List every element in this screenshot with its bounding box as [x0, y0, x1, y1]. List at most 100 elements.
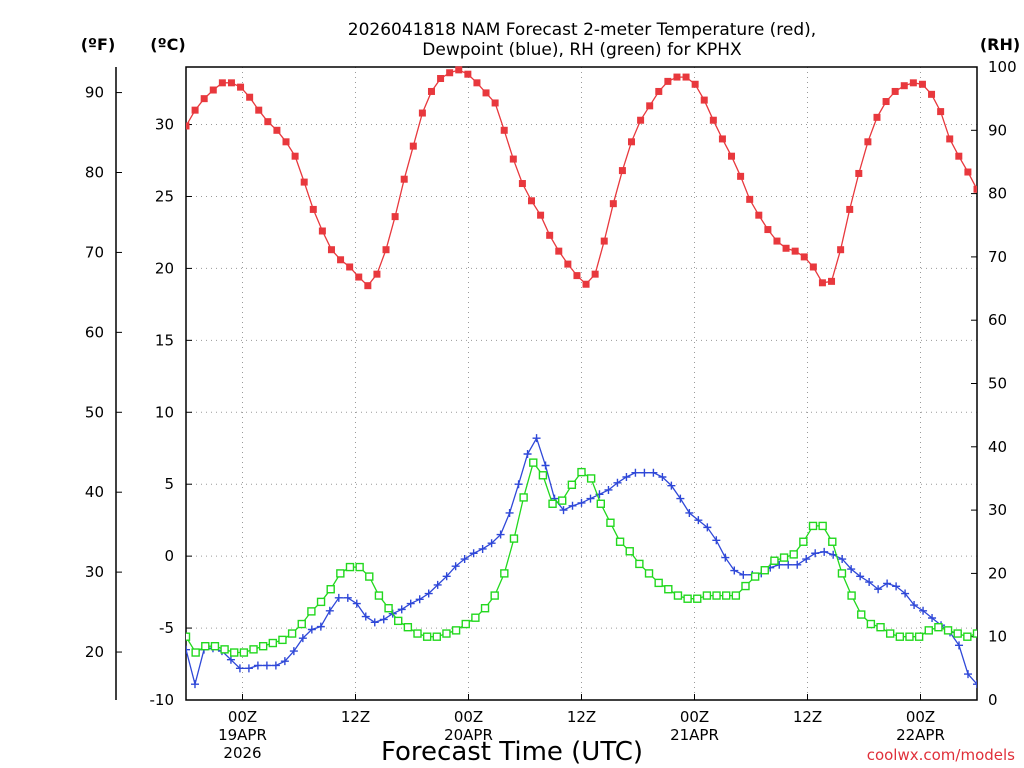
rh-point	[934, 623, 943, 632]
dewpoint-point	[442, 572, 451, 581]
dewpoint-point	[397, 605, 406, 614]
rh-point	[693, 594, 702, 603]
rh-point	[914, 632, 924, 641]
rh-point	[538, 471, 548, 480]
rh-tick-label: 0	[988, 691, 998, 709]
dewpoint-point	[910, 601, 919, 610]
rh-point	[490, 591, 499, 600]
temperature-point	[582, 280, 590, 288]
rh-point	[818, 521, 827, 531]
temperature-point	[655, 87, 663, 95]
temperature-point	[337, 256, 345, 264]
temperature-point	[455, 66, 463, 74]
celsius-axis: -10 -5 0 5 10 15 20 25 30	[150, 116, 192, 709]
rh-point	[230, 648, 239, 657]
credit-text: coolwx.com/models	[867, 746, 1015, 764]
fahrenheit-tick-label: 30	[85, 563, 104, 581]
celsius-tick-label: 25	[155, 187, 174, 205]
rh-point	[413, 629, 422, 638]
temperature-point	[482, 89, 490, 97]
rh-point	[471, 613, 480, 622]
temperature-point	[355, 273, 363, 281]
temperature-point	[809, 263, 817, 271]
rh-point	[905, 632, 914, 641]
rh-point	[258, 641, 268, 651]
temperature-point	[828, 277, 836, 285]
rh-point	[712, 591, 721, 600]
rh-point	[567, 480, 577, 489]
temperature-point	[218, 79, 226, 87]
dewpoint-point	[838, 555, 847, 564]
temperature-point	[691, 80, 699, 88]
rh-point	[239, 648, 249, 657]
temperature-point	[709, 116, 717, 124]
rh-point	[644, 569, 654, 578]
rh-tick-label: 90	[988, 121, 1007, 139]
dewpoint-point	[352, 599, 361, 608]
celsius-tick-label: 20	[155, 259, 174, 277]
temperature-point	[873, 113, 881, 121]
rh-point	[480, 604, 490, 613]
dewpoint-point	[496, 530, 505, 539]
temperature-point	[609, 200, 617, 208]
rh-tick-label: 100	[988, 58, 1017, 76]
rh-point	[606, 518, 615, 527]
rh-point	[422, 632, 432, 641]
temperature-point	[273, 126, 281, 134]
dewpoint-point	[667, 481, 676, 490]
temperature-point	[737, 172, 745, 180]
rh-point	[885, 629, 895, 638]
dewpoint-point	[568, 501, 577, 510]
rh-point	[635, 559, 644, 569]
temperature-point	[200, 95, 208, 103]
dewpoint-point	[721, 553, 730, 562]
rh-point	[731, 591, 741, 600]
rh-point	[895, 632, 905, 641]
temperature-point	[918, 80, 926, 88]
dewpoint-point	[784, 560, 793, 569]
dewpoint-point	[820, 547, 829, 556]
dewpoint-point	[901, 589, 910, 598]
rh-point	[558, 496, 567, 505]
rh-point	[336, 569, 345, 578]
temperature-point	[818, 279, 826, 287]
celsius-tick-label: 0	[164, 547, 174, 565]
time-tick-label: 00Z	[680, 708, 709, 726]
temperature-point	[246, 93, 254, 101]
time-tick-label: 12Z	[567, 708, 596, 726]
temperature-point	[527, 197, 535, 205]
dewpoint-point	[712, 536, 721, 545]
celsius-tick-label: 15	[155, 331, 174, 349]
rh-point	[365, 572, 374, 581]
temperature-point	[437, 75, 445, 83]
rh-point	[866, 619, 876, 629]
dewpoint-point	[424, 589, 433, 598]
x-axis-label: Forecast Time (UTC)	[381, 737, 643, 767]
temperature-point	[855, 169, 863, 177]
dewpoint-point	[811, 549, 820, 558]
time-tick-label: 00Z	[228, 708, 257, 726]
time-tick-label: 00Z	[906, 708, 935, 726]
dewpoint-point	[307, 625, 316, 634]
dewpoint-point	[343, 593, 352, 602]
dewpoint-point	[964, 670, 973, 679]
dewpoint-point	[433, 580, 442, 589]
rh-point	[355, 562, 364, 572]
time-tick-date: 20APR	[444, 726, 493, 744]
series-2-meter-temperature	[186, 66, 977, 290]
dewpoint-point	[973, 680, 977, 689]
fahrenheit-tick-label: 90	[85, 84, 104, 102]
celsius-tick-label: 5	[164, 475, 174, 493]
rh-point	[857, 610, 866, 619]
rh-point	[770, 556, 779, 565]
temperature-point	[600, 237, 608, 245]
rh-axis: 0 10 20 30 40 50 60 70 80 90 100	[971, 58, 1017, 709]
dewpoint-point	[586, 494, 595, 503]
temperature-point	[937, 108, 945, 116]
dewpoint-point	[577, 498, 586, 507]
rh-point	[615, 537, 625, 546]
rh-point	[721, 591, 731, 600]
fahrenheit-axis: 20 30 40 50 60 70 80 90	[85, 84, 122, 661]
dewpoint-point	[505, 508, 514, 517]
